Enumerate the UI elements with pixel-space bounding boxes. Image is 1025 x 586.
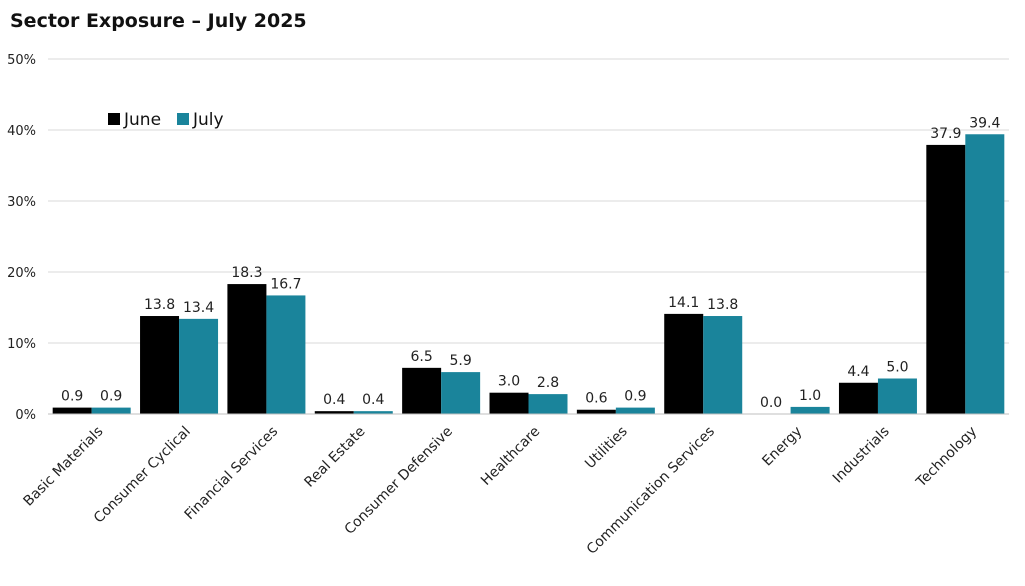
bar-june	[314, 411, 354, 414]
bars	[52, 134, 1005, 414]
data-label: 5.0	[886, 360, 908, 376]
bar-july	[441, 372, 481, 414]
data-label: 14.1	[668, 295, 699, 311]
bar-june	[52, 407, 92, 414]
x-tick-label: Financial Services	[182, 424, 282, 524]
y-tick-label: 30%	[7, 195, 36, 210]
data-label: 39.4	[969, 115, 1000, 131]
data-label: 18.3	[231, 265, 262, 281]
y-tick-label: 10%	[7, 337, 36, 352]
data-label: 1.0	[799, 388, 821, 404]
y-tick-label: 0%	[15, 408, 36, 423]
data-labels: 0.9 0.9 13.8 13.4 18.3 16.7 0.4 0.4 6.5 5.9 3.0 2.8…	[61, 115, 1000, 411]
y-tick-label: 50%	[7, 53, 36, 68]
data-label: 37.9	[930, 126, 961, 142]
bar-july	[266, 295, 306, 414]
data-label: 3.0	[498, 374, 520, 390]
data-label: 5.9	[450, 353, 472, 369]
data-label: 0.0	[760, 395, 782, 411]
legend-swatch-july	[177, 113, 189, 125]
legend: June July	[108, 110, 224, 130]
data-label: 13.8	[144, 297, 175, 313]
data-label: 0.9	[61, 389, 83, 405]
bar-june	[576, 409, 616, 414]
bar-june	[926, 144, 966, 414]
data-label: 2.8	[537, 375, 559, 391]
bar-july	[91, 407, 131, 414]
y-tick-label: 20%	[7, 266, 36, 281]
bar-june	[838, 382, 878, 414]
x-tick-label: Healthcare	[478, 424, 543, 489]
data-label: 0.4	[323, 392, 345, 408]
bar-july	[353, 411, 393, 414]
bar-july	[877, 378, 917, 414]
x-tick-label: Basic Materials	[20, 424, 106, 510]
bar-june	[664, 313, 704, 414]
data-label: 13.8	[707, 297, 738, 313]
data-label: 0.6	[585, 391, 607, 407]
bar-june	[227, 284, 267, 414]
data-label: 0.4	[362, 392, 384, 408]
bar-july	[528, 394, 568, 414]
x-tick-label: Technology	[913, 424, 980, 491]
data-label: 6.5	[411, 349, 433, 365]
data-label: 0.9	[624, 389, 646, 405]
bar-june	[489, 392, 529, 414]
x-tick-label: Energy	[759, 424, 805, 470]
bar-july	[965, 134, 1005, 414]
bar-july	[703, 316, 743, 414]
chart-title: Sector Exposure – July 2025	[10, 10, 307, 32]
legend-swatch-june	[108, 113, 120, 125]
bar-july	[179, 318, 219, 414]
legend-label-june: June	[123, 110, 161, 130]
data-label: 0.9	[100, 389, 122, 405]
legend-label-july: July	[192, 110, 224, 130]
gridlines	[48, 58, 1009, 344]
x-tick-label: Industrials	[830, 424, 893, 487]
data-label: 13.4	[183, 300, 214, 316]
data-label: 4.4	[847, 364, 869, 380]
bar-july	[615, 407, 655, 414]
data-label: 16.7	[270, 276, 301, 292]
bar-june	[402, 367, 442, 414]
y-tick-label: 40%	[7, 124, 36, 139]
x-tick-label: Consumer Cyclical	[91, 424, 194, 527]
x-tick-label: Real Estate	[301, 424, 368, 491]
bar-july	[790, 406, 830, 414]
x-tick-label: Utilities	[582, 424, 631, 473]
bar-june	[140, 316, 180, 414]
